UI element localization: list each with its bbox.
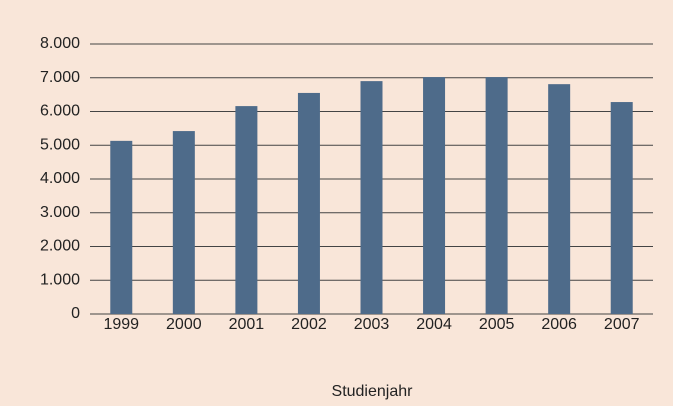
x-tick-label: 2004 <box>416 316 452 333</box>
bar <box>110 140 133 314</box>
x-tick-label: 2000 <box>166 316 202 333</box>
y-tick-label: 1.000 <box>40 271 80 288</box>
y-tick-label: 8.000 <box>40 35 80 52</box>
bar <box>172 131 195 314</box>
bar <box>423 77 446 314</box>
bar <box>360 81 383 314</box>
y-tick-label: 3.000 <box>40 204 80 221</box>
bar <box>485 77 508 314</box>
y-tick-label: 5.000 <box>40 136 80 153</box>
y-tick-label: 0 <box>71 305 80 322</box>
x-axis-label: Studienjahr <box>332 383 414 400</box>
x-tick-label: 2001 <box>229 316 265 333</box>
bar <box>610 102 633 314</box>
y-tick-label: 6.000 <box>40 103 80 120</box>
x-tick-label: 2007 <box>604 316 640 333</box>
x-tick-label: 2005 <box>479 316 515 333</box>
bar <box>297 92 320 314</box>
y-tick-label: 7.000 <box>40 69 80 86</box>
x-tick-label: 2003 <box>354 316 390 333</box>
y-tick-label: 4.000 <box>40 170 80 187</box>
bar <box>548 84 571 314</box>
x-tick-label: 2006 <box>541 316 577 333</box>
bar <box>235 106 258 314</box>
x-tick-label: 2002 <box>291 316 327 333</box>
y-tick-label: 2.000 <box>40 238 80 255</box>
x-tick-label: 1999 <box>103 316 139 333</box>
